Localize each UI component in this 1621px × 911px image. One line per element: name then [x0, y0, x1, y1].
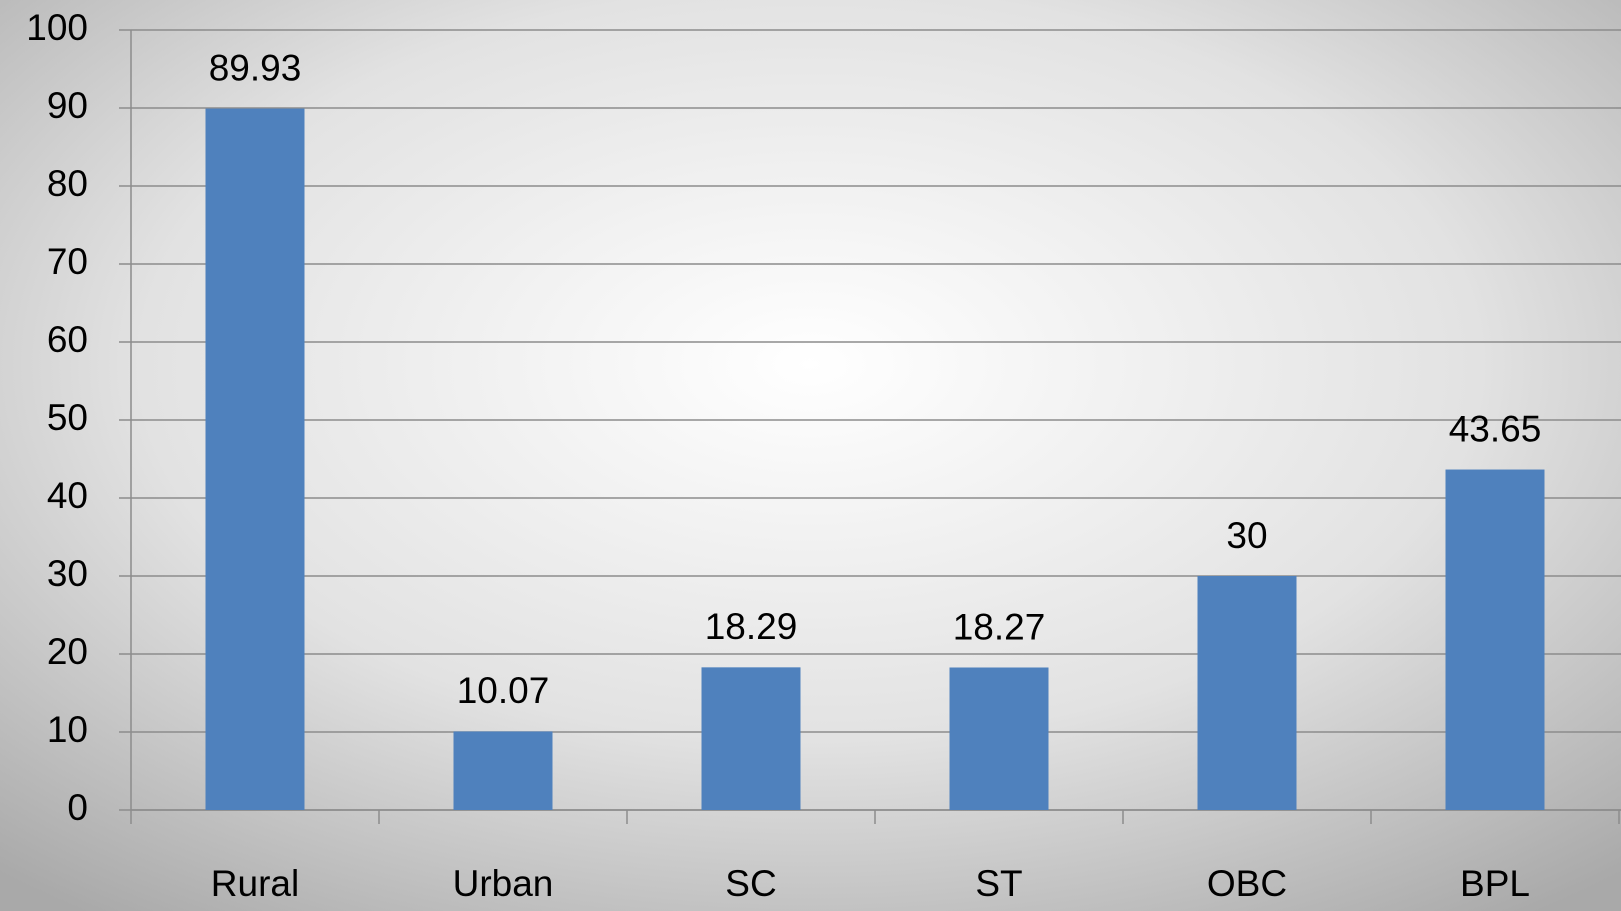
- y-tick-label: 20: [47, 631, 88, 672]
- y-tick-label: 0: [67, 787, 88, 828]
- y-tick-label: 100: [26, 7, 88, 48]
- x-tick-label: Rural: [211, 863, 299, 904]
- y-tick-label: 90: [47, 85, 88, 126]
- y-tick-label: 70: [47, 241, 88, 282]
- bar: [1445, 469, 1545, 810]
- y-tick-label: 10: [47, 709, 88, 750]
- bar: [205, 108, 305, 810]
- bar: [701, 667, 801, 810]
- y-tick-label: 50: [47, 397, 88, 438]
- x-tick-label: SC: [725, 863, 776, 904]
- x-tick-label: OBC: [1207, 863, 1287, 904]
- bar: [453, 731, 553, 810]
- data-label: 89.93: [209, 47, 302, 88]
- y-tick-label: 30: [47, 553, 88, 594]
- x-tick-label: Urban: [453, 863, 554, 904]
- data-label: 10.07: [457, 670, 550, 711]
- x-tick-label: BPL: [1460, 863, 1530, 904]
- y-tick-label: 40: [47, 475, 88, 516]
- bar: [949, 667, 1049, 810]
- data-label: 30: [1226, 515, 1267, 556]
- y-tick-label: 80: [47, 163, 88, 204]
- data-label: 43.65: [1449, 408, 1542, 449]
- data-label: 18.27: [953, 606, 1046, 647]
- x-tick-label: ST: [975, 863, 1022, 904]
- data-label: 18.29: [705, 606, 798, 647]
- y-tick-label: 60: [47, 319, 88, 360]
- bar: [1197, 576, 1297, 810]
